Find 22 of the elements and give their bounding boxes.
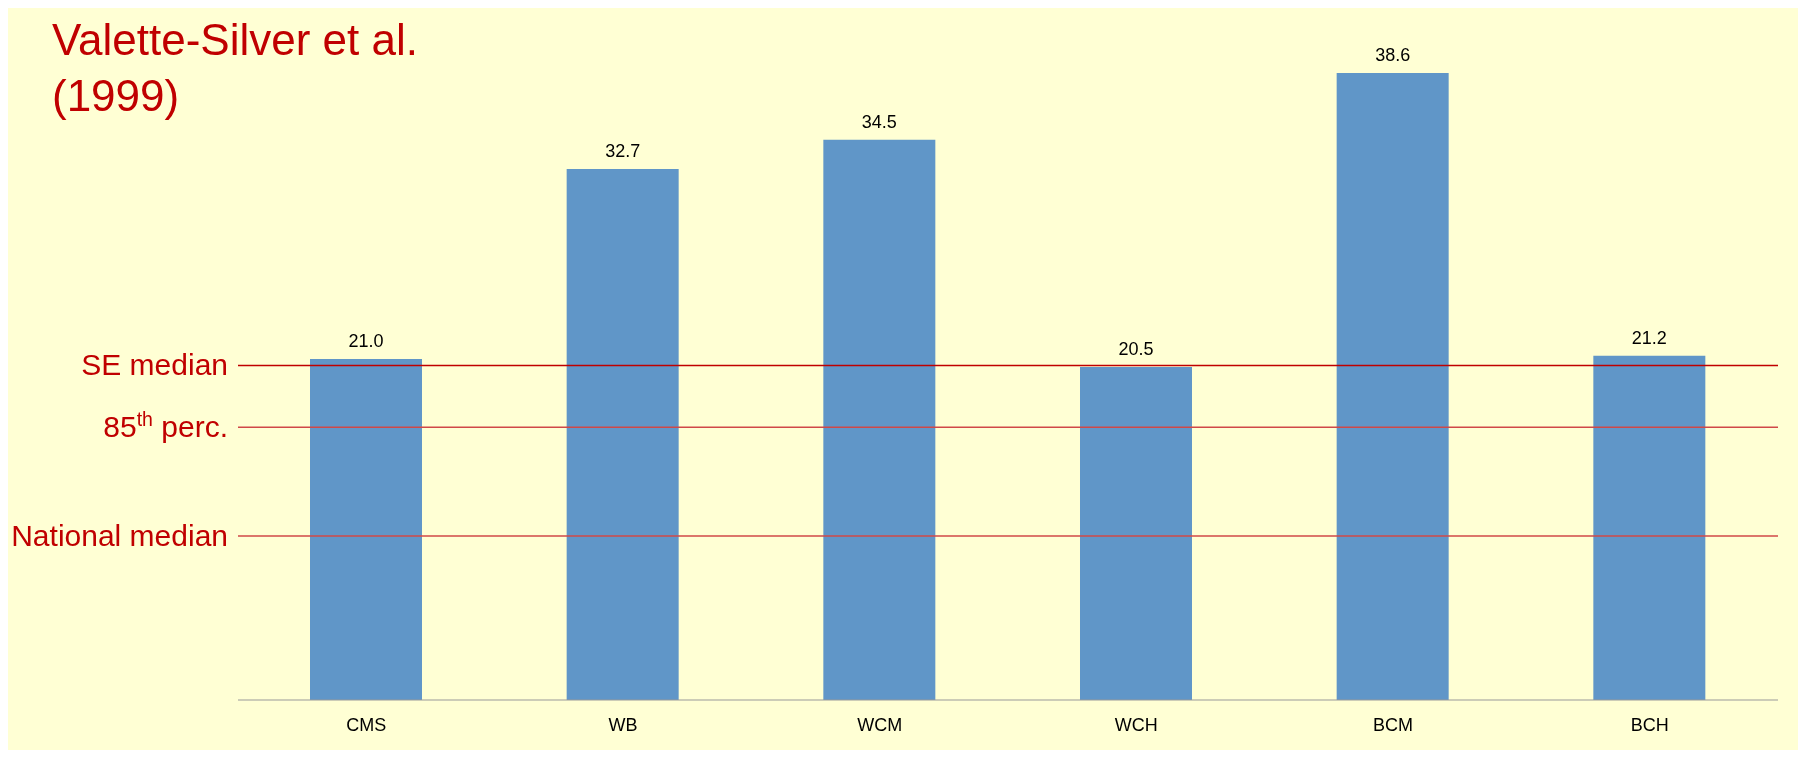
data-label: 21.0 bbox=[348, 330, 384, 351]
bar bbox=[823, 139, 936, 700]
x-tick-label: WCM bbox=[857, 714, 903, 735]
bar bbox=[1336, 73, 1449, 700]
data-label: 20.5 bbox=[1118, 339, 1154, 360]
data-label: 38.6 bbox=[1375, 45, 1411, 66]
bar bbox=[1080, 367, 1192, 700]
x-tick-label: CMS bbox=[346, 714, 387, 735]
x-tick-label: BCH bbox=[1630, 714, 1669, 735]
ref-line-label: 85$^{th}$ perc. bbox=[103, 408, 228, 444]
x-tick-label: WCH bbox=[1114, 714, 1158, 735]
data-label: 34.5 bbox=[861, 111, 897, 132]
x-tick-label: WB bbox=[608, 714, 638, 735]
bar bbox=[310, 358, 422, 700]
x-tick-label: BCM bbox=[1373, 714, 1413, 735]
ref-line-label: SE median bbox=[81, 348, 228, 382]
data-label: 21.2 bbox=[1631, 327, 1667, 348]
data-label: 32.7 bbox=[605, 140, 641, 161]
bar bbox=[566, 168, 679, 700]
ref-line-label: National median bbox=[11, 518, 228, 552]
chart-title: Valette-Silver et al. (1999) bbox=[52, 14, 419, 122]
bar bbox=[1593, 355, 1706, 700]
